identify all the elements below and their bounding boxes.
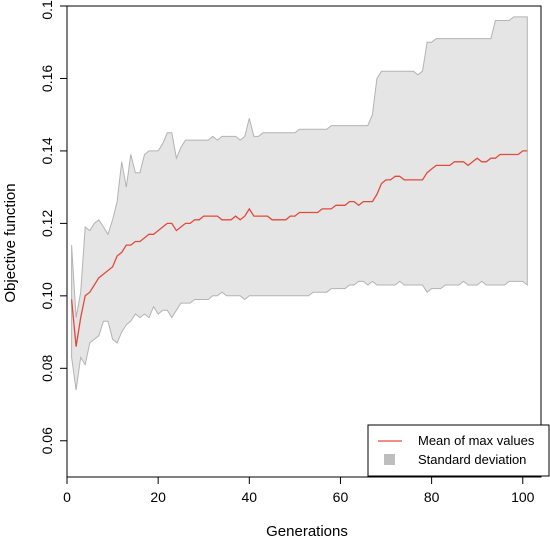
x-axis: 0 20 40 60 80 100 (63, 477, 535, 505)
x-tick-label: 80 (424, 489, 440, 505)
y-tick-label: 0.08 (39, 354, 55, 381)
line-layer (70, 150, 528, 347)
y-tick-label: 0.06 (39, 427, 55, 454)
legend-sd-label: Standard deviation (418, 452, 526, 467)
x-axis-title: Generations (266, 523, 348, 540)
y-tick-label: 0.12 (39, 210, 55, 237)
sd-band (71, 16, 528, 391)
legend: Mean of max values Standard deviation (367, 424, 550, 477)
legend-mean-label: Mean of max values (418, 433, 535, 448)
x-tick-label: 20 (150, 489, 166, 505)
x-tick-label: 60 (333, 489, 349, 505)
y-tick-label: 0.18 (39, 0, 55, 20)
mean-line (70, 150, 528, 347)
x-tick-label: 40 (242, 489, 258, 505)
y-tick-label: 0.10 (39, 282, 55, 309)
y-tick-label: 0.16 (39, 65, 55, 92)
x-tick-label: 100 (511, 489, 535, 505)
x-tick-label: 0 (63, 489, 71, 505)
plot-frame (66, 5, 542, 478)
band-layer (71, 16, 528, 391)
legend-sd-swatch (384, 454, 395, 465)
y-axis: 0.06 0.08 0.10 0.12 0.14 0.16 0.18 (39, 0, 67, 454)
legend-box (367, 424, 550, 477)
y-axis-title: Objective function (2, 183, 19, 302)
y-tick-label: 0.14 (39, 137, 55, 164)
